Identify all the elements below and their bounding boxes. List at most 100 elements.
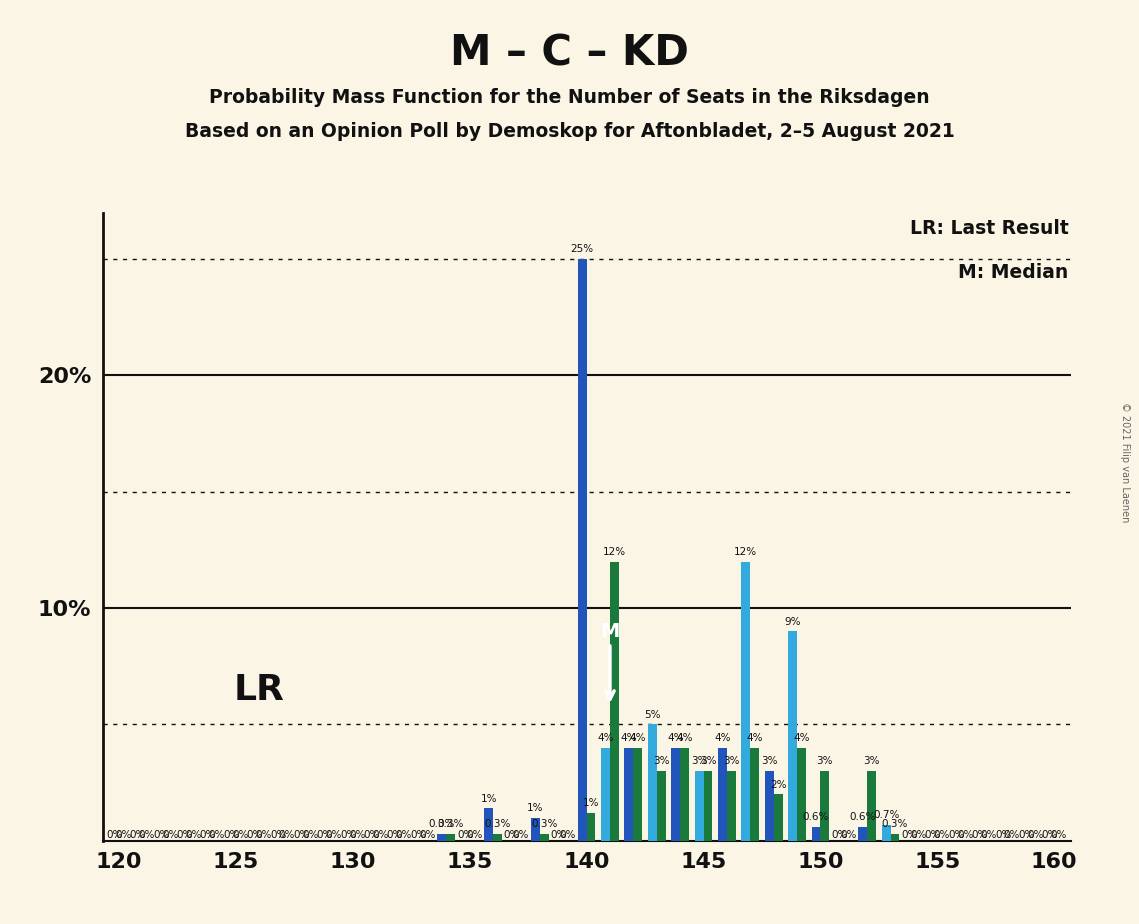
Text: 0.3%: 0.3% (437, 820, 464, 829)
Text: 12%: 12% (603, 547, 626, 557)
Text: 0%: 0% (139, 830, 155, 840)
Text: 0%: 0% (255, 830, 272, 840)
Bar (671, 748, 680, 841)
Text: 4%: 4% (714, 733, 731, 743)
Text: 4%: 4% (630, 733, 646, 743)
Bar (531, 818, 540, 841)
Text: 4%: 4% (597, 733, 614, 743)
Text: M: Median: M: Median (959, 262, 1068, 282)
Text: 0%: 0% (972, 830, 988, 840)
Bar (587, 813, 596, 841)
Text: 1%: 1% (527, 803, 543, 813)
Text: 0%: 0% (177, 830, 192, 840)
Text: 0%: 0% (326, 830, 342, 840)
Text: 3%: 3% (653, 757, 670, 766)
Bar (540, 833, 549, 841)
Text: 0%: 0% (372, 830, 388, 840)
Bar (891, 833, 900, 841)
Text: 4%: 4% (793, 733, 810, 743)
Text: 0.3%: 0.3% (484, 820, 510, 829)
Bar (764, 771, 773, 841)
Bar (648, 724, 657, 841)
Text: 0%: 0% (341, 830, 357, 840)
Text: 5%: 5% (644, 710, 661, 720)
Bar (741, 562, 751, 841)
Bar (484, 808, 493, 841)
Bar (624, 748, 633, 841)
Text: 0%: 0% (232, 830, 248, 840)
Text: 0.3%: 0.3% (428, 820, 454, 829)
Text: 0.3%: 0.3% (531, 820, 557, 829)
Bar (601, 748, 611, 841)
Bar (611, 562, 618, 841)
Text: 3%: 3% (723, 757, 739, 766)
Text: 0%: 0% (349, 830, 366, 840)
Text: 0%: 0% (186, 830, 202, 840)
Text: 0%: 0% (550, 830, 567, 840)
Text: Based on an Opinion Poll by Demoskop for Aftonbladet, 2–5 August 2021: Based on an Opinion Poll by Demoskop for… (185, 122, 954, 141)
Text: 0%: 0% (994, 830, 1011, 840)
Text: 0%: 0% (199, 830, 216, 840)
Text: 0%: 0% (457, 830, 474, 840)
Text: 9%: 9% (785, 616, 801, 626)
Text: 0%: 0% (1027, 830, 1043, 840)
Bar (812, 827, 820, 841)
Bar (882, 824, 891, 841)
Text: Probability Mass Function for the Number of Seats in the Riksdagen: Probability Mass Function for the Number… (210, 88, 929, 107)
Bar (633, 748, 642, 841)
Text: 12%: 12% (735, 547, 757, 557)
Text: 0%: 0% (466, 830, 482, 840)
Text: 0%: 0% (901, 830, 918, 840)
Text: 0%: 0% (957, 830, 974, 840)
Bar (695, 771, 704, 841)
Text: 0%: 0% (223, 830, 239, 840)
Text: 0%: 0% (130, 830, 146, 840)
Text: 0%: 0% (387, 830, 403, 840)
Text: 4%: 4% (621, 733, 637, 743)
Text: 0.7%: 0.7% (872, 810, 900, 820)
Text: 0%: 0% (831, 830, 847, 840)
Text: 0%: 0% (294, 830, 310, 840)
Bar (751, 748, 760, 841)
Bar (859, 827, 867, 841)
Text: 0%: 0% (559, 830, 576, 840)
Text: 0.3%: 0.3% (882, 820, 908, 829)
Text: 4%: 4% (677, 733, 693, 743)
Text: 0.6%: 0.6% (803, 812, 829, 822)
Text: 0%: 0% (208, 830, 226, 840)
Text: 0%: 0% (841, 830, 857, 840)
Text: 4%: 4% (746, 733, 763, 743)
Bar (657, 771, 665, 841)
Text: 0%: 0% (410, 830, 427, 840)
Text: 2%: 2% (770, 780, 786, 790)
Text: © 2021 Filip van Laenen: © 2021 Filip van Laenen (1120, 402, 1130, 522)
Text: 0%: 0% (910, 830, 927, 840)
Text: 0%: 0% (925, 830, 941, 840)
Bar (577, 259, 587, 841)
Text: LR: Last Result: LR: Last Result (910, 219, 1068, 237)
Text: 0%: 0% (981, 830, 997, 840)
Text: 0%: 0% (1050, 830, 1067, 840)
Text: 3%: 3% (761, 757, 778, 766)
Text: 4%: 4% (667, 733, 683, 743)
Text: 0%: 0% (395, 830, 412, 840)
Text: 0%: 0% (1003, 830, 1021, 840)
Text: 0%: 0% (270, 830, 286, 840)
Text: 0%: 0% (948, 830, 965, 840)
Bar (867, 771, 876, 841)
Text: 0%: 0% (106, 830, 123, 840)
Text: 0%: 0% (246, 830, 263, 840)
Text: M – C – KD: M – C – KD (450, 32, 689, 74)
Text: 3%: 3% (691, 757, 707, 766)
Bar (446, 833, 456, 841)
Text: M: M (600, 622, 620, 640)
Text: 0%: 0% (363, 830, 380, 840)
Text: 0%: 0% (419, 830, 435, 840)
Bar (773, 795, 782, 841)
Text: 0%: 0% (317, 830, 333, 840)
Bar (820, 771, 829, 841)
Bar (797, 748, 806, 841)
Bar (704, 771, 712, 841)
Bar (437, 833, 446, 841)
Text: 0%: 0% (153, 830, 170, 840)
